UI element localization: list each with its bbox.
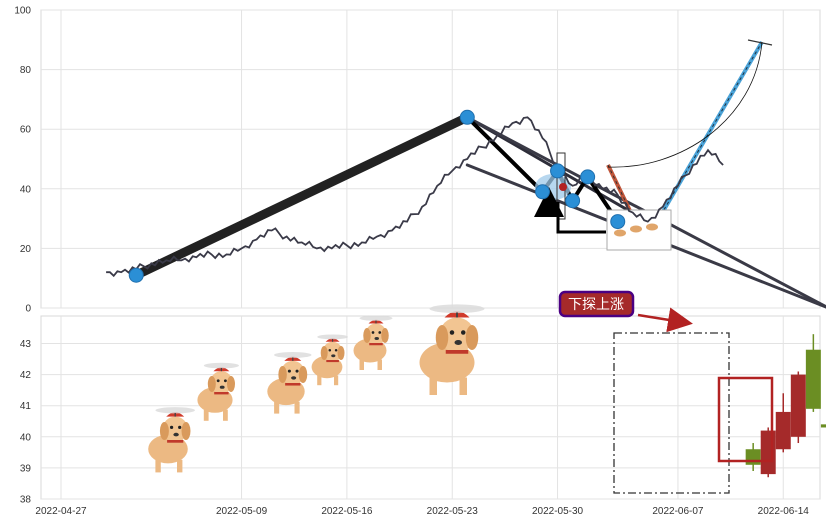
dog-icon (148, 407, 195, 473)
point-marker (535, 184, 551, 200)
lower-y-tick-label: 38 (20, 495, 32, 506)
candle (775, 393, 791, 453)
point-marker (128, 267, 144, 283)
x-tick-label: 2022-05-16 (321, 506, 373, 517)
callout-label: 下探上涨 (568, 297, 624, 313)
upper-y-tick-label: 0 (25, 304, 31, 315)
x-tick-label: 2022-06-07 (652, 506, 704, 517)
upper-grid (41, 9, 820, 309)
inset-dog (630, 225, 642, 233)
dashdot-box (613, 332, 730, 494)
dog-icon (311, 334, 348, 386)
dog-icon (267, 351, 312, 414)
candle-body (790, 374, 806, 437)
blue-diagonal-dash (657, 41, 763, 221)
lower-y-tick-label: 42 (20, 370, 32, 381)
lower-y-tick-label: 39 (20, 463, 32, 474)
candle (820, 424, 826, 428)
upper-y-tick-label: 60 (20, 125, 32, 136)
x-ticks: 2022-04-27 2022-05-09 2022-05-16 2022-05-23… (35, 506, 810, 517)
upper-y-ticks: 0 20 40 60 80 100 (14, 6, 31, 315)
point-marker (550, 163, 566, 179)
x-tick-label: 2022-05-30 (532, 506, 584, 517)
upper-series (106, 116, 724, 278)
candle (790, 371, 806, 444)
x-tick-label: 2022-06-14 (758, 506, 810, 517)
candle-body (805, 349, 821, 409)
candle-body (820, 424, 826, 428)
dog-icon (197, 362, 239, 421)
inset-dog (614, 229, 626, 237)
price-series-line (106, 116, 724, 278)
candle-body (775, 411, 791, 450)
lower-y-tick-label: 41 (20, 401, 32, 412)
x-tick-label: 2022-05-23 (427, 506, 479, 517)
elbow-arrow (534, 187, 606, 234)
trend-line (131, 112, 472, 280)
curve-arc (607, 41, 763, 168)
upper-y-tick-label: 80 (20, 65, 32, 76)
lower-annotations: 下探上涨 (558, 290, 774, 494)
candle-body (760, 430, 776, 475)
dog-icon (419, 304, 485, 395)
candle-body (745, 449, 761, 465)
arc-cap (747, 39, 773, 46)
candle (760, 427, 776, 478)
lower-y-tick-label: 43 (20, 339, 32, 350)
upper-markers (128, 109, 626, 283)
highlight-box (717, 376, 774, 463)
point-marker (459, 109, 475, 125)
upper-y-tick-label: 20 (20, 244, 32, 255)
point-marker (580, 169, 596, 185)
inset-dog (646, 223, 658, 231)
upper-y-tick-label: 40 (20, 184, 32, 195)
point-marker (610, 214, 626, 230)
small-marker (559, 183, 567, 191)
x-tick-label: 2022-04-27 (35, 506, 87, 517)
point-marker (565, 193, 581, 209)
x-tick-label: 2022-05-09 (216, 506, 268, 517)
upper-y-tick-label: 100 (14, 6, 31, 17)
lower-y-tick-label: 40 (20, 432, 32, 443)
callout-arrow (637, 307, 693, 333)
lower-y-ticks: 38 39 40 41 42 43 (20, 339, 32, 506)
dog-icon (353, 315, 393, 370)
candle (805, 334, 821, 412)
callout-box (558, 290, 635, 318)
decorative-dogs (148, 304, 485, 473)
